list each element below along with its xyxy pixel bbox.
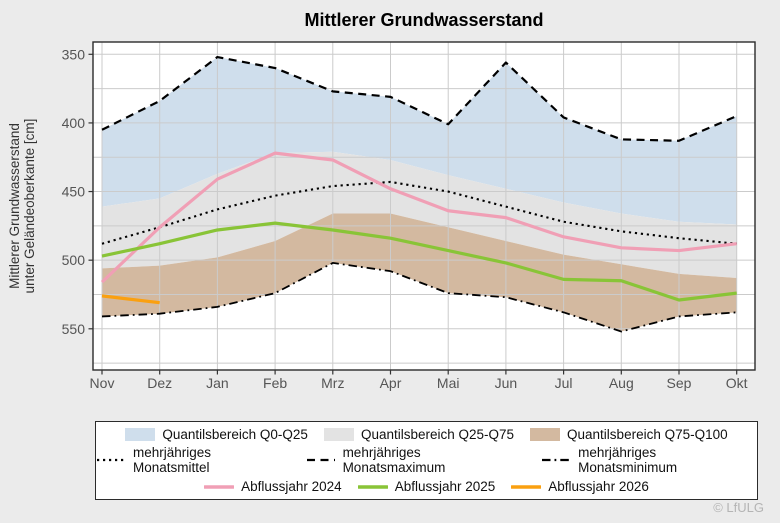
x-tick-label-dez: Dez: [147, 375, 172, 391]
x-tick-label-nov: Nov: [90, 375, 115, 391]
x-tick-label-jan: Jan: [206, 375, 229, 391]
x-tick-label-jun: Jun: [495, 375, 518, 391]
legend-line-sample-svg: [306, 459, 335, 462]
series-abflussjahr-2025: [101, 221, 737, 302]
x-tick-label-aug: Aug: [609, 375, 634, 391]
legend-label-monatsmittel: mehrjähriges Monatsmittel: [133, 445, 212, 476]
copyright-text: © LfULG: [713, 500, 764, 515]
legend-label-q0-q25: Quantilsbereich Q0-Q25: [162, 426, 308, 442]
legend-abflussjahr-2024: Abflussjahr 2024: [203, 479, 342, 495]
x-tick-label-okt: Okt: [726, 375, 748, 391]
legend-dashdot-line-icon: [541, 453, 571, 467]
plot-border: [92, 41, 756, 371]
y-tick-label-500: 500: [62, 252, 86, 268]
legend-label-2026: Abflussjahr 2026: [548, 479, 649, 495]
legend-2025-line-icon: [356, 480, 389, 494]
legend-label-q75-q100: Quantilsbereich Q75-Q100: [567, 426, 728, 442]
band-0-quantilsbereich-q0-q25: [102, 57, 737, 225]
legend-line-sample-svg: [356, 484, 389, 489]
x-tick-label-mrz: Mrz: [321, 375, 344, 391]
series-mehrj-hriges-monatsmaximum: [101, 55, 738, 142]
y-tick-label-400: 400: [62, 115, 86, 131]
legend-label-monatsminimum: mehrjähriges Monatsminimum: [578, 445, 678, 476]
legend-monatsmaximum: mehrjähriges Monatsmaximum: [306, 445, 526, 475]
legend-quantile-q75-q100: Quantilsbereich Q75-Q100: [530, 427, 728, 442]
y-tick-label-450: 450: [62, 184, 86, 200]
series-abflussjahr-2024: [100, 151, 737, 284]
x-tick-label-jul: Jul: [555, 375, 573, 391]
legend-label-q25-q75: Quantilsbereich Q25-Q75: [360, 426, 515, 442]
legend-swatch-q75-q100-icon: [530, 427, 561, 441]
legend-abflussjahr-2025: Abflussjahr 2025: [356, 479, 496, 495]
x-tick-label-apr: Apr: [380, 375, 402, 391]
legend-line-sample-svg: [97, 459, 125, 462]
legend-line-sample-svg: [203, 484, 235, 489]
legend-line-sample-svg: [510, 484, 543, 489]
legend-quantile-q0-q25: Quantilsbereich Q0-Q25: [125, 427, 308, 442]
legend-dotted-line-icon: [96, 453, 126, 467]
legend-2024-line-icon: [203, 480, 235, 494]
legend-monatsminimum: mehrjähriges Monatsminimum: [541, 445, 757, 475]
x-tick-label-feb: Feb: [263, 375, 287, 391]
legend-dashed-line-icon: [306, 453, 336, 467]
legend-swatch-q0-q25-icon: [125, 427, 156, 441]
y-tick-label-350: 350: [62, 46, 86, 62]
band-1-quantilsbereich-q25-q75: [102, 151, 737, 279]
y-tick-label-550: 550: [62, 321, 86, 337]
legend-label-monatsmaximum: mehrjähriges Monatsmaximum: [342, 445, 446, 476]
legend-row-years: Abflussjahr 2024 Abflussjahr 2025 Abflus…: [96, 479, 757, 494]
series-mehrj-hriges-monatsminimum: [101, 262, 737, 333]
legend-quantile-q25-q75: Quantilsbereich Q25-Q75: [323, 426, 515, 442]
band-2-quantilsbereich-q75-q100: [102, 213, 737, 332]
legend-row-quantile-bands: Quantilsbereich Q0-Q25 Quantilsbereich Q…: [96, 427, 757, 442]
series-mehrj-hriges-monatsmittel: [101, 180, 737, 245]
legend-box: Quantilsbereich Q0-Q25 Quantilsbereich Q…: [95, 421, 758, 500]
chart-title: Mittlerer Grundwasserstand: [304, 10, 544, 30]
legend-2026-line-icon: [510, 480, 543, 494]
legend-label-2024: Abflussjahr 2024: [241, 479, 342, 495]
x-tick-label-mai: Mai: [437, 375, 460, 391]
legend-line-sample-svg: [542, 459, 571, 462]
legend-swatch-q25-q75-icon: [323, 427, 354, 441]
legend-label-2025: Abflussjahr 2025: [394, 479, 496, 495]
legend-abflussjahr-2026: Abflussjahr 2026: [510, 479, 649, 495]
series-abflussjahr-2026: [101, 294, 160, 305]
legend-row-stat-lines: mehrjähriges Monatsmittel mehrjähriges M…: [96, 445, 757, 475]
legend-monatsmittel: mehrjähriges Monatsmittel: [96, 445, 290, 475]
x-tick-label-sep: Sep: [667, 375, 692, 391]
